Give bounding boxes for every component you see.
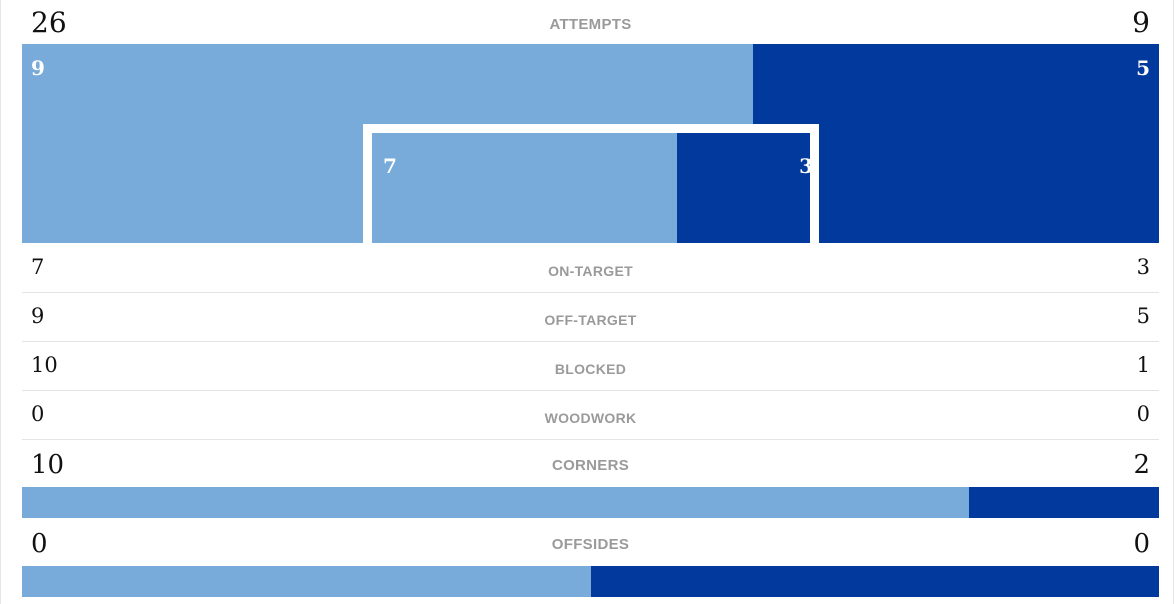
stat-row-off-target: 9 OFF-TARGET 5 (22, 293, 1159, 342)
corners-bar (22, 487, 1159, 518)
offsides-bar (22, 566, 1159, 597)
stat-row-on-target: 7 ON-TARGET 3 (22, 244, 1159, 293)
stat-home-value: 10 (31, 353, 58, 377)
corners-label: CORNERS (551, 457, 630, 474)
corners-away-value: 2 (1133, 450, 1150, 480)
stat-label: BLOCKED (554, 361, 627, 377)
attempts-away-value: 9 (1132, 6, 1150, 39)
stat-home-value: 7 (31, 255, 45, 279)
off-target-away-value: 5 (1136, 56, 1150, 80)
corners-home-value: 10 (31, 450, 65, 480)
stat-away-value: 0 (1136, 402, 1150, 426)
stat-label: WOODWORK (544, 410, 637, 426)
attempts-home-value: 26 (31, 6, 67, 39)
corners-away-bar (969, 487, 1159, 518)
stat-row-woodwork: 0 WOODWORK 0 (22, 391, 1159, 440)
goal-frame (363, 124, 819, 243)
offsides-home-value: 0 (31, 529, 48, 559)
stat-row-corners: 10 CORNERS 2 (22, 440, 1159, 487)
on-target-away-value: 3 (799, 154, 813, 178)
on-target-home-value: 7 (383, 154, 397, 178)
corners-home-bar (22, 487, 970, 518)
stat-row-blocked: 10 BLOCKED 1 (22, 342, 1159, 391)
offsides-away-bar (590, 566, 1159, 597)
attempts-goal-graphic: 9 5 7 3 (22, 44, 1159, 243)
offsides-label: OFFSIDES (551, 536, 630, 553)
offsides-home-bar (22, 566, 591, 597)
on-target-home-area (372, 133, 678, 243)
on-target-away-area (677, 133, 808, 243)
attempts-label: ATTEMPTS (549, 16, 632, 33)
stat-away-value: 5 (1136, 304, 1150, 328)
stat-away-value: 3 (1136, 255, 1150, 279)
stat-home-value: 0 (31, 402, 45, 426)
attempts-header: 26 ATTEMPTS 9 (22, 0, 1159, 44)
stat-home-value: 9 (31, 304, 45, 328)
stat-away-value: 1 (1136, 353, 1150, 377)
stat-label: OFF-TARGET (544, 312, 637, 328)
off-target-home-value: 9 (31, 56, 45, 80)
stat-row-offsides: 0 OFFSIDES 0 (22, 519, 1159, 566)
offsides-away-value: 0 (1133, 529, 1150, 559)
on-target-goal-area: 7 3 (372, 133, 813, 243)
stat-label: ON-TARGET (548, 263, 633, 279)
off-target-away-area (753, 44, 1159, 243)
